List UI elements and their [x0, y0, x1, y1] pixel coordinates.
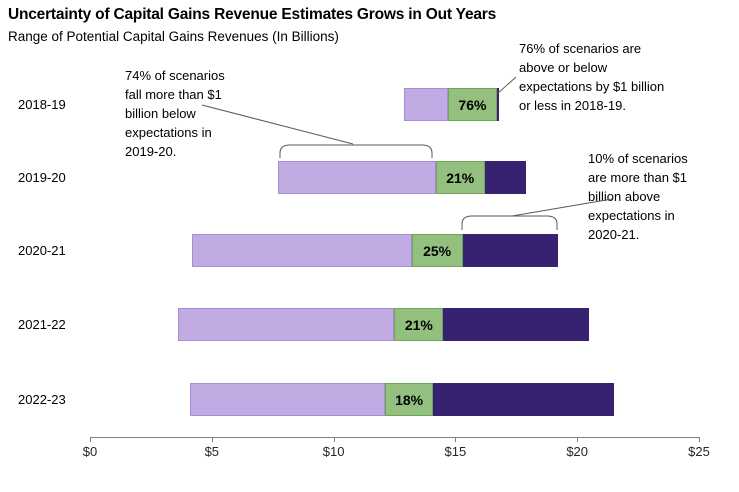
- bar-segment-above-expectations: [462, 234, 558, 267]
- category-label: 2019-20: [18, 170, 66, 185]
- x-axis-tick-label: $0: [82, 444, 98, 459]
- x-axis-tick: [90, 437, 91, 442]
- bar-segment-within-expectations: 18%: [384, 383, 434, 416]
- x-axis-tick: [455, 437, 457, 442]
- category-label: 2018-19: [18, 97, 66, 112]
- bar-row: 25%: [192, 234, 558, 267]
- percent-label: 76%: [458, 96, 487, 113]
- bar-segment-above-expectations: [443, 308, 590, 341]
- x-axis-tick: [333, 437, 335, 442]
- bar-segment-within-expectations: 76%: [448, 88, 497, 121]
- bar-segment-within-expectations: 25%: [411, 234, 463, 267]
- bar-segment-above-expectations: [433, 383, 614, 416]
- bar-segment-below-expectations: [192, 234, 412, 267]
- bar-segment-above-expectations: [496, 88, 500, 121]
- category-label: 2021-22: [18, 317, 66, 332]
- annotation-above-2020-21: 10% of scenarios are more than $1 billio…: [588, 151, 688, 242]
- x-axis-tick-label: $20: [566, 444, 589, 459]
- x-axis-tick: [211, 437, 213, 442]
- bar-segment-below-expectations: [404, 88, 449, 121]
- percent-label: 21%: [404, 316, 433, 333]
- bar-segment-below-expectations: [277, 161, 436, 194]
- category-label: 2020-21: [18, 243, 66, 258]
- percent-label: 25%: [423, 242, 452, 259]
- x-axis-tick-label: $5: [204, 444, 220, 459]
- page-title: Uncertainty of Capital Gains Revenue Est…: [8, 6, 497, 23]
- annotation-within-2018-19: 76% of scenarios are above or below expe…: [519, 41, 665, 113]
- bar-segment-within-expectations: 21%: [435, 161, 485, 194]
- x-axis-tick: [577, 437, 579, 442]
- bar-segment-below-expectations: [177, 308, 395, 341]
- bar-segment-below-expectations: [189, 383, 385, 416]
- bar-row: 18%: [189, 383, 614, 416]
- percent-label: 18%: [395, 391, 424, 408]
- bar-row: 21%: [277, 161, 527, 194]
- x-axis-tick: [699, 437, 700, 442]
- x-axis-tick-label: $25: [688, 444, 710, 459]
- bar-row: 21%: [177, 308, 590, 341]
- x-axis-tick-label: $10: [322, 444, 345, 459]
- x-axis-tick-label: $15: [444, 444, 467, 459]
- annotation-below-2019-20: 74% of scenarios fall more than $1 billi…: [125, 68, 225, 159]
- percent-label: 21%: [446, 169, 475, 186]
- page-subtitle: Range of Potential Capital Gains Revenue…: [8, 29, 339, 44]
- bar-row: 76%: [404, 88, 500, 121]
- bar-segment-above-expectations: [484, 161, 527, 194]
- bar-segment-within-expectations: 21%: [394, 308, 444, 341]
- category-label: 2022-23: [18, 392, 66, 407]
- x-axis-line: [90, 437, 700, 438]
